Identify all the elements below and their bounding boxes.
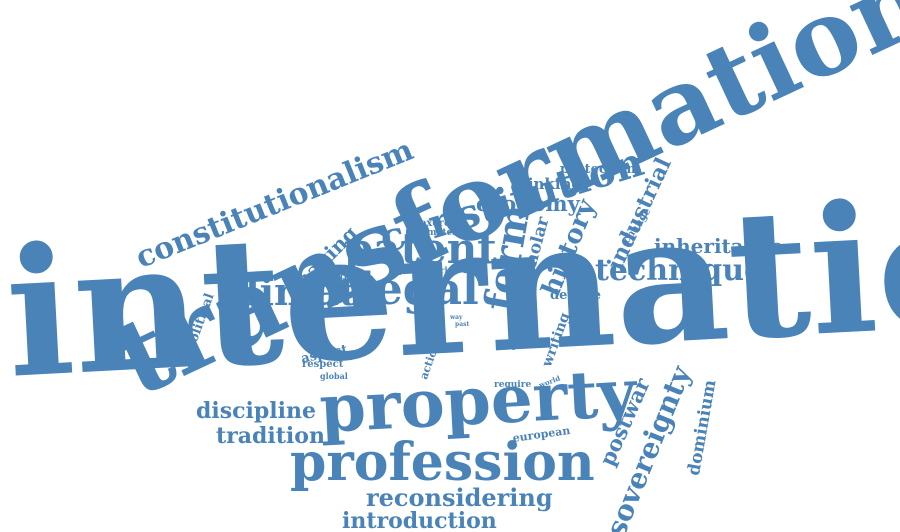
word-patent: patent — [344, 224, 497, 273]
word-prize: prize — [398, 266, 424, 276]
word-climate: climate — [222, 269, 381, 314]
word-thesis: thesis — [340, 271, 367, 281]
word-exercise: exercise — [420, 218, 466, 229]
word-legal: legal — [358, 264, 479, 315]
word-require: require — [494, 380, 532, 390]
word-economy: economy — [476, 191, 580, 216]
word-reconsidering: reconsidering — [366, 483, 553, 512]
word-way: way — [450, 314, 463, 321]
word-dominium: dominium — [684, 378, 721, 478]
word-past: past — [455, 321, 470, 328]
word-profession: profession — [290, 432, 595, 493]
word-inheritance: inheritance — [654, 234, 784, 258]
word-discipline: discipline — [196, 398, 316, 424]
word-thinking: thinking — [510, 175, 582, 193]
word-material: material — [427, 228, 470, 238]
word-global: global — [320, 371, 348, 381]
word-introduction: introduction — [342, 508, 497, 532]
word-property: property — [317, 353, 639, 448]
word-technique: technique — [595, 253, 764, 288]
word-protection: protection — [560, 162, 636, 177]
word-tradition: tradition — [216, 423, 325, 449]
word-work: work — [428, 265, 450, 275]
word-decade: decade — [550, 288, 602, 303]
word-respect: respect — [302, 359, 344, 370]
